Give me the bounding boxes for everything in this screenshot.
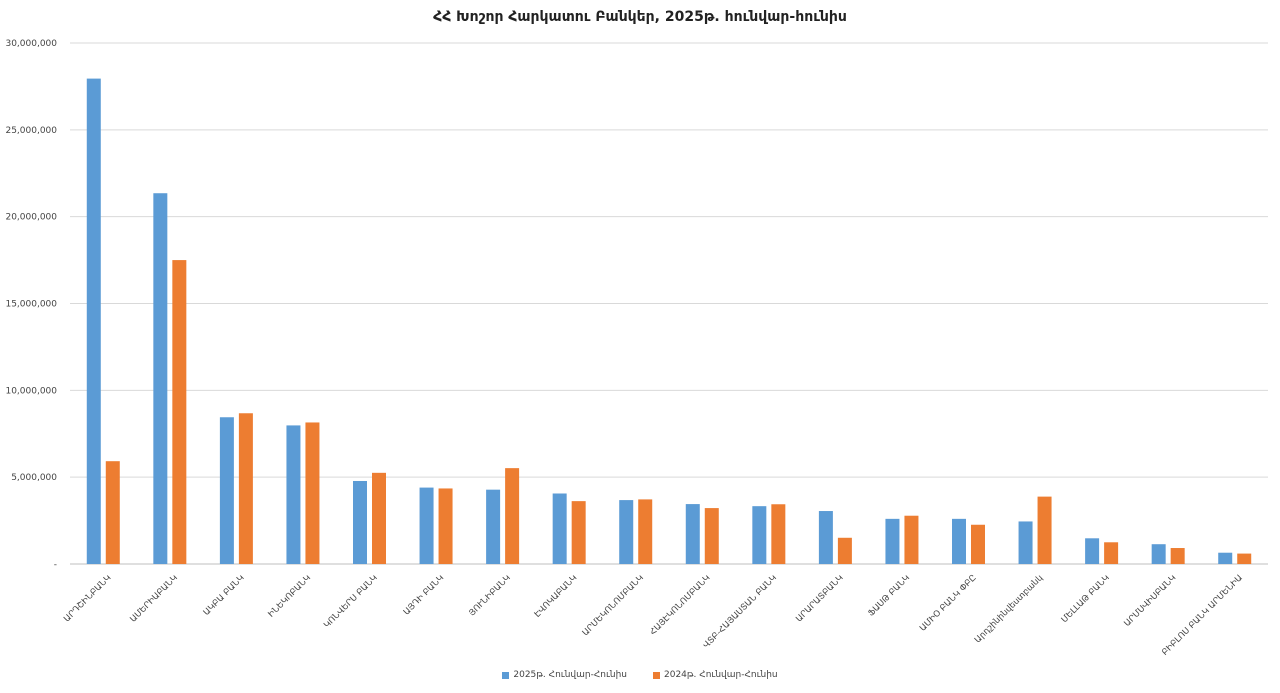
- bar-2024: [438, 488, 453, 564]
- bar-2025: [419, 487, 434, 564]
- bar-2024: [1104, 542, 1119, 564]
- bar-2025: [885, 518, 900, 564]
- category-label: ՄԵԼԼԱԹ ԲԱՆԿ: [1060, 573, 1112, 625]
- bar-2025: [552, 493, 567, 564]
- category-label: ԱՐՄՍՎԻՍԲԱՆԿ: [1122, 573, 1178, 629]
- bar-2025: [486, 489, 501, 564]
- category-label: ՅՈՒՆԻԲԱՆԿ: [467, 573, 512, 618]
- legend-label-2024: 2024թ. Հունվար-Հունիս: [664, 670, 778, 680]
- bar-2024: [172, 260, 187, 564]
- bar-2024: [1237, 553, 1252, 564]
- category-label: ԱՐԱՐԱՏԲԱՆԿ: [794, 573, 845, 624]
- category-label: ԲԻԲԼՈՍ ԲԱՆԿ ԱՐՄԵՆԻԱ: [1160, 573, 1245, 658]
- bar-2025: [685, 504, 700, 564]
- y-tick-label: 15,000,000: [5, 300, 57, 310]
- chart-title: ՀՀ Խոշոր Հարկատու Բանկեր, 2025թ. հունվար…: [433, 9, 847, 25]
- legend-item-2025: 2025թ. Հունվար-Հունիս: [502, 670, 627, 680]
- bar-2025: [219, 417, 234, 564]
- legend: 2025թ. Հունվար-Հունիս 2024թ. Հունվար-Հու…: [0, 670, 1280, 680]
- category-label: ԻՆԵԿՈԲԱՆԿ: [266, 573, 313, 620]
- category-label: ԱՐՄԵԿՈՆՈՄԲԱՆԿ: [581, 573, 646, 638]
- bar-2024: [505, 468, 520, 564]
- bar-2025: [1218, 552, 1233, 564]
- category-label: ԱՅԴԻ ԲԱՆԿ: [402, 573, 446, 617]
- bar-2024: [305, 422, 320, 564]
- y-tick-label: 10,000,000: [5, 386, 57, 396]
- bar-2024: [904, 515, 919, 564]
- bar-2024: [704, 508, 719, 564]
- bar-2025: [86, 78, 101, 564]
- bar-2025: [752, 506, 767, 564]
- bar-2024: [638, 499, 653, 564]
- legend-swatch-2025: [502, 671, 510, 679]
- legend-item-2024: 2024թ. Հունվար-Հունիս: [653, 670, 778, 680]
- bar-2025: [818, 511, 833, 564]
- bar-2025: [153, 193, 168, 564]
- bar-2024: [1037, 496, 1052, 564]
- bar-2025: [952, 518, 966, 564]
- y-tick-label: 5,000,000: [11, 473, 57, 483]
- category-label: ԱՐԴՇԻՆԲԱՆԿ: [62, 573, 113, 624]
- category-label: ԱՄԵՐԻԱԲԱՆԿ: [128, 573, 180, 625]
- bar-2025: [1151, 544, 1166, 564]
- category-label: ԱԿԲԱ ԲԱՆԿ: [202, 573, 247, 618]
- bar-2024: [1170, 548, 1185, 564]
- category-label: Արդշինինվեստբանկ: [973, 573, 1045, 645]
- bar-2025: [619, 500, 634, 564]
- bar-2025: [353, 480, 367, 564]
- bar-2024: [238, 413, 253, 564]
- bar-2024: [105, 461, 120, 564]
- bar-2024: [372, 472, 386, 564]
- bar-2024: [771, 504, 786, 564]
- category-label: ԷՎՈԿԱԲԱՆԿ: [533, 573, 580, 620]
- bar-2024: [971, 524, 985, 564]
- legend-swatch-2024: [653, 671, 660, 679]
- y-tick-label: 25,000,000: [5, 126, 57, 136]
- category-label: ԱՄԻՕ ԲԱՆԿ ՓԲԸ: [918, 573, 979, 634]
- y-tick-label: 30,000,000: [5, 39, 57, 49]
- bar-2024: [571, 501, 586, 564]
- legend-label-2025: 2025թ. Հունվար-Հունիս: [513, 670, 627, 680]
- bar-2024: [837, 537, 852, 564]
- category-label: ՀԱՅԷԿՈՆՈՄԲԱՆԿ: [648, 573, 712, 637]
- bar-2025: [1085, 538, 1100, 564]
- category-label: ՖԱՍԹ ԲԱՆԿ: [866, 573, 912, 619]
- y-tick-label: -: [54, 560, 57, 570]
- bar-2025: [286, 425, 301, 564]
- bar-2025: [1018, 521, 1033, 564]
- y-tick-label: 20,000,000: [5, 213, 57, 223]
- category-label: ՎՏԲ-ՀԱՅԱՍՏԱՆ ԲԱՆԿ: [701, 573, 779, 651]
- category-label: ԿՈՆՎԵՐՍ ԲԱՆԿ: [322, 573, 379, 630]
